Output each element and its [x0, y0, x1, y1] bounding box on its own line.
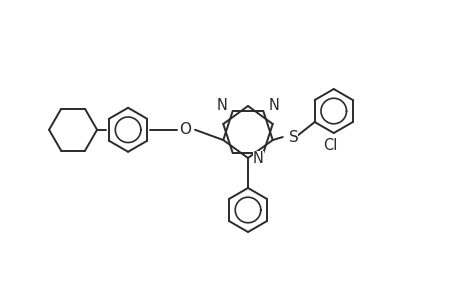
Text: S: S — [288, 130, 298, 145]
Text: N: N — [216, 98, 227, 113]
Text: Cl: Cl — [323, 137, 337, 152]
Text: N: N — [252, 151, 263, 166]
Text: O: O — [179, 122, 190, 137]
Text: N: N — [268, 98, 279, 113]
